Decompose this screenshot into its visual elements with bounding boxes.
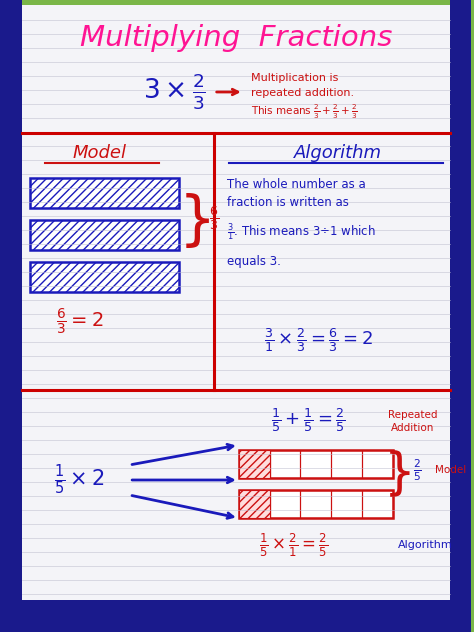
Text: The whole number as a: The whole number as a xyxy=(227,178,365,191)
Text: fraction is written as: fraction is written as xyxy=(227,195,349,209)
Bar xyxy=(239,490,393,518)
Bar xyxy=(362,450,393,478)
Text: Model: Model xyxy=(73,144,127,162)
Text: $\frac{1}{5}+\frac{1}{5}=\frac{2}{5}$: $\frac{1}{5}+\frac{1}{5}=\frac{2}{5}$ xyxy=(271,406,346,434)
Bar xyxy=(239,490,270,518)
Bar xyxy=(449,0,472,632)
Text: $\frac{3}{1}$. This means 3÷1 which: $\frac{3}{1}$. This means 3÷1 which xyxy=(227,221,376,243)
Text: Multiplication is: Multiplication is xyxy=(251,73,338,83)
Text: $\frac{3}{1} \times \frac{2}{3} = \frac{6}{3} = 2$: $\frac{3}{1} \times \frac{2}{3} = \frac{… xyxy=(264,326,373,354)
Text: $3 \times \frac{2}{3}$: $3 \times \frac{2}{3}$ xyxy=(143,72,206,112)
Bar xyxy=(270,450,301,478)
Bar xyxy=(362,490,393,518)
Text: }: } xyxy=(384,449,416,497)
Bar xyxy=(239,450,270,478)
Bar xyxy=(331,490,362,518)
Text: Algorithm: Algorithm xyxy=(398,540,453,550)
Text: }: } xyxy=(178,193,216,250)
Bar xyxy=(30,220,179,250)
Bar xyxy=(30,178,179,208)
Bar xyxy=(239,450,393,478)
Bar xyxy=(30,262,179,292)
Text: Model: Model xyxy=(435,465,466,475)
Bar xyxy=(239,450,270,478)
Bar xyxy=(0,600,472,632)
Bar xyxy=(0,0,22,632)
Bar xyxy=(270,490,301,518)
Bar xyxy=(331,450,362,478)
Bar xyxy=(239,490,270,518)
Text: repeated addition.: repeated addition. xyxy=(251,88,354,98)
Bar xyxy=(301,450,331,478)
Text: $\frac{1}{5} \times \frac{2}{1} = \frac{2}{5}$: $\frac{1}{5} \times \frac{2}{1} = \frac{… xyxy=(259,532,328,559)
Text: equals 3.: equals 3. xyxy=(227,255,281,269)
Text: Repeated: Repeated xyxy=(388,410,438,420)
Text: This means $\frac{2}{3}+\frac{2}{3}+\frac{2}{3}$: This means $\frac{2}{3}+\frac{2}{3}+\fra… xyxy=(251,103,357,121)
Text: $\frac{6}{3}$: $\frac{6}{3}$ xyxy=(209,204,219,232)
Text: $\frac{1}{5} \times 2$: $\frac{1}{5} \times 2$ xyxy=(54,463,105,497)
Text: $\frac{6}{3} = 2$: $\frac{6}{3} = 2$ xyxy=(56,307,103,337)
Text: $\frac{2}{5}$: $\frac{2}{5}$ xyxy=(413,457,421,483)
Text: Multiplying  Fractions: Multiplying Fractions xyxy=(80,24,392,52)
Text: Addition: Addition xyxy=(391,423,435,433)
Bar xyxy=(301,490,331,518)
Text: Algorithm: Algorithm xyxy=(294,144,382,162)
